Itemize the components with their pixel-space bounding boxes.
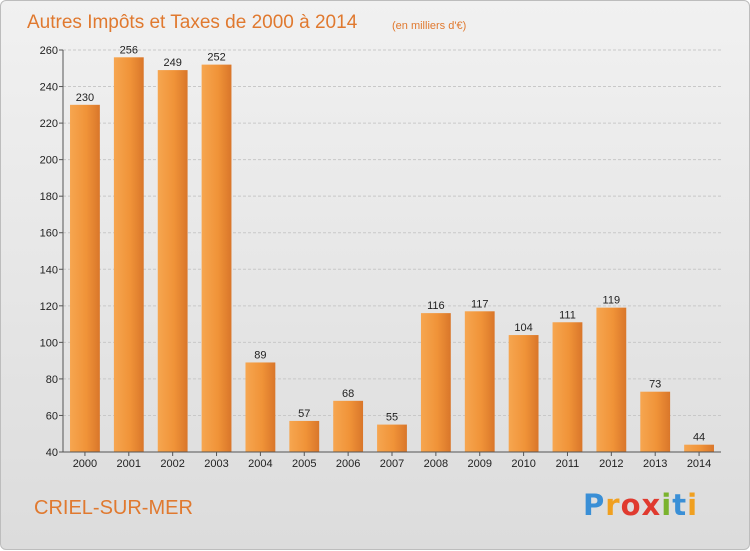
x-tick-label-2012: 2012 <box>599 458 623 470</box>
value-label-2003: 252 <box>207 52 225 64</box>
x-tick-label-2006: 2006 <box>336 458 360 470</box>
bar-2008 <box>420 313 451 452</box>
bar-2003 <box>201 64 232 453</box>
x-tick-label-2011: 2011 <box>556 458 580 470</box>
bar-2007 <box>377 424 407 452</box>
value-label-2013: 73 <box>649 379 661 391</box>
value-label-2001: 256 <box>120 44 138 56</box>
y-tick-label: 60 <box>46 410 58 422</box>
proxiti-logo: Proxiti <box>583 488 698 522</box>
value-label-2002: 249 <box>163 57 181 69</box>
y-tick-label: 100 <box>40 337 58 349</box>
logo-letter: i <box>661 488 673 522</box>
y-tick-label: 240 <box>40 82 58 94</box>
logo-letter: i <box>687 488 699 522</box>
x-tick-label-2007: 2007 <box>380 458 404 470</box>
location-name: CRIEL-SUR-MER <box>34 497 193 519</box>
value-label-2010: 104 <box>514 322 532 334</box>
bar-2011 <box>552 322 583 452</box>
bar-2001 <box>113 57 144 453</box>
x-tick-label-2014: 2014 <box>687 458 711 470</box>
y-tick-label: 220 <box>40 118 58 130</box>
chart-unit: (en milliers d'€) <box>392 20 466 32</box>
x-tick-label-2002: 2002 <box>160 458 184 470</box>
y-tick-label: 260 <box>40 45 58 57</box>
x-tick-label-2008: 2008 <box>424 458 448 470</box>
bar-2013 <box>640 391 671 452</box>
value-label-2000: 230 <box>76 92 94 104</box>
value-label-2008: 116 <box>427 300 445 312</box>
x-tick-label-2013: 2013 <box>643 458 667 470</box>
value-label-2006: 68 <box>342 388 354 400</box>
logo-letter: x <box>641 488 662 522</box>
value-label-2007: 55 <box>386 412 398 424</box>
bar-2006 <box>333 400 364 452</box>
x-tick-label-2010: 2010 <box>511 458 535 470</box>
y-tick-label: 120 <box>40 301 58 313</box>
x-tick-label-2009: 2009 <box>467 458 491 470</box>
value-label-2009: 117 <box>471 298 489 310</box>
chart-title: Autres Impôts et Taxes de 2000 à 2014 <box>27 12 358 33</box>
bar-2005 <box>289 420 320 452</box>
logo-letter: r <box>605 488 621 522</box>
y-tick-label: 140 <box>40 264 58 276</box>
value-label-2004: 89 <box>254 349 266 361</box>
bar-2010 <box>508 335 539 452</box>
y-tick-label: 80 <box>46 374 58 386</box>
x-tick-label-2005: 2005 <box>292 458 316 470</box>
bar-2014 <box>684 444 714 452</box>
x-tick-label-2004: 2004 <box>248 458 272 470</box>
logo-letter: t <box>672 488 688 522</box>
bars: 230 256 249 252 89 57 68 55 116 117 104 111 119 73 44 <box>70 44 714 453</box>
y-tick-label: 200 <box>40 155 58 167</box>
x-tick-label-2000: 2000 <box>73 458 97 470</box>
value-label-2012: 119 <box>603 295 621 307</box>
x-tick-label-2003: 2003 <box>204 458 228 470</box>
y-tick-label: 160 <box>40 228 58 240</box>
value-label-2005: 57 <box>298 408 310 420</box>
value-label-2014: 44 <box>693 432 705 444</box>
x-tick-label-2001: 2001 <box>117 458 141 470</box>
bar-2002 <box>157 70 188 452</box>
y-tick-label: 40 <box>46 447 58 459</box>
bar-2009 <box>464 311 495 452</box>
bar-2012 <box>596 307 627 452</box>
bar-2004 <box>245 362 276 452</box>
logo-letter: P <box>583 488 606 522</box>
value-label-2011: 111 <box>559 309 576 321</box>
bar-2000 <box>70 104 100 453</box>
logo-letter: o <box>620 488 642 522</box>
axes: 40 60 80 100 120 140 160 180 200 220 240 260 2000 200… <box>40 45 721 470</box>
y-tick-label: 180 <box>40 191 58 203</box>
